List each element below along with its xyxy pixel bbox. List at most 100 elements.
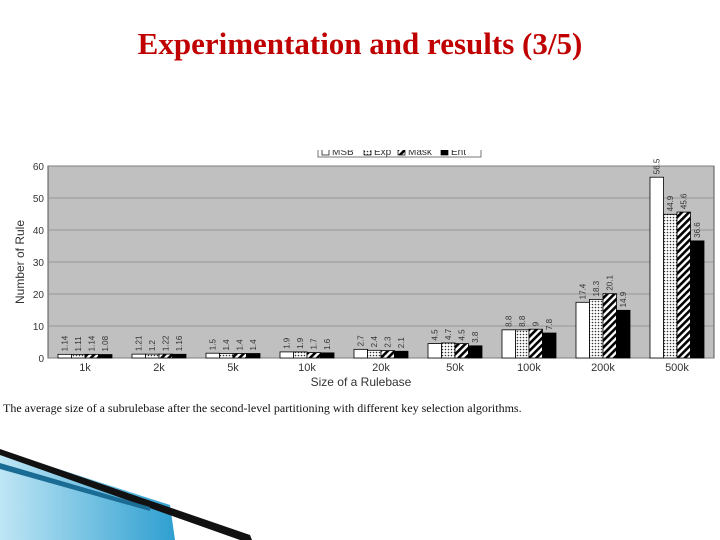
x-tick-label: 50k [446, 362, 464, 374]
bar-ent [690, 240, 705, 359]
y-tick-label: 10 [33, 322, 45, 333]
legend-label-mask: Mask [408, 150, 433, 158]
blue-wedge-shape [0, 450, 175, 540]
data-label: 4.7 [444, 328, 453, 340]
data-label: 4.5 [431, 329, 440, 341]
data-label: 14.9 [619, 291, 628, 307]
bar-chart: 0 10 20 30 40 50 60 Number of Rule 1.14 1.11 1.14 1… [13, 150, 715, 389]
slide-corner-decoration [0, 449, 252, 540]
data-label: 2.7 [357, 335, 366, 347]
y-tick-label: 20 [33, 290, 45, 301]
bar-mask [528, 328, 543, 359]
legend-swatch-mask [397, 150, 406, 156]
bar-exp [515, 329, 530, 359]
x-tick-label: 20k [372, 362, 390, 374]
bar-mask [676, 211, 691, 359]
data-label: 8.8 [505, 315, 514, 327]
data-label: 7.8 [545, 318, 554, 330]
data-label: 8.8 [518, 315, 527, 327]
data-label: 1.22 [162, 335, 171, 351]
bar-msb [57, 353, 72, 359]
figure-caption: The average size of a subrulebase after … [3, 401, 522, 415]
x-axis-label: Size of a Rulebase [311, 375, 412, 389]
dark-blue-stripe-shape [0, 463, 150, 511]
legend-label-msb: MSB [332, 150, 354, 158]
data-label: 1.08 [101, 335, 110, 351]
data-label: 1.14 [88, 335, 97, 351]
x-tick-label: 5k [227, 362, 239, 374]
data-label: 2.4 [370, 336, 379, 348]
data-label: 1.9 [296, 337, 305, 349]
data-label: 45.6 [680, 193, 689, 209]
bar-exp [441, 342, 456, 359]
x-tick-label: 100k [517, 362, 541, 374]
bar-mask [454, 343, 469, 359]
y-tick-label: 50 [33, 194, 45, 205]
data-label: 2.1 [397, 337, 406, 349]
x-tick-label: 500k [665, 362, 689, 374]
bar-mask [602, 293, 617, 359]
bar-mask [84, 353, 99, 359]
bar-exp [293, 351, 308, 359]
legend-label-exp: Exp [374, 150, 392, 158]
bar-ent [246, 353, 261, 359]
bar-msb [575, 301, 590, 359]
data-label: 4.5 [458, 329, 467, 341]
chart-legend: MSB Exp Mask Ent [317, 150, 482, 158]
data-label: 1.14 [61, 335, 70, 351]
data-label: 1.5 [209, 339, 218, 351]
data-label: 1.11 [74, 336, 83, 352]
bar-exp [589, 299, 604, 359]
data-label: 1.9 [283, 337, 292, 349]
bar-exp [219, 353, 234, 359]
data-label: 3.8 [471, 331, 480, 343]
bar-exp [367, 349, 382, 359]
x-tick-label: 1k [79, 362, 91, 374]
bar-msb [427, 343, 442, 359]
data-label: 18.3 [592, 280, 601, 296]
data-label: 1.16 [175, 335, 184, 351]
bar-ent [98, 354, 113, 359]
bar-ent [542, 332, 557, 359]
legend-label-ent: Ent [451, 150, 466, 158]
data-label: 1.4 [222, 339, 231, 351]
legend-swatch-ent [440, 150, 449, 156]
legend-swatch-exp [363, 150, 372, 156]
y-tick-label: 60 [33, 162, 45, 173]
x-tick-label: 10k [298, 362, 316, 374]
bar-ent [394, 350, 409, 359]
data-label: 1.7 [310, 338, 319, 350]
bar-ent [616, 309, 631, 359]
data-label: 36.6 [693, 222, 702, 238]
bar-exp [71, 354, 86, 359]
data-label: 1.21 [135, 335, 144, 351]
x-tick-label: 2k [153, 362, 165, 374]
bar-msb [353, 348, 368, 359]
y-axis-label: Number of Rule [13, 220, 27, 304]
data-label: 2.3 [384, 336, 393, 348]
bar-ent [172, 353, 187, 359]
data-label: 56.5 [653, 158, 662, 174]
bar-mask [232, 353, 247, 359]
bar-mask [380, 350, 395, 359]
bar-ent [320, 352, 335, 359]
bar-msb [501, 329, 516, 359]
data-label: 1.2 [148, 339, 157, 351]
x-tick-label: 200k [591, 362, 615, 374]
data-label: 17.4 [579, 283, 588, 299]
y-tick-label: 40 [33, 226, 45, 237]
bar-mask [158, 353, 173, 359]
data-label: 1.4 [249, 339, 258, 351]
data-label: 20.1 [606, 275, 615, 291]
black-stripe-shape [0, 449, 252, 540]
y-tick-label: 0 [38, 354, 44, 365]
data-label: 1.4 [236, 339, 245, 351]
data-label: 9 [532, 321, 541, 326]
y-tick-label: 30 [33, 258, 45, 269]
bar-mask [306, 352, 321, 359]
bar-msb [131, 353, 146, 359]
bar-exp [663, 213, 678, 359]
bar-exp [145, 353, 160, 359]
data-label: 1.6 [323, 338, 332, 350]
bar-ent [468, 345, 483, 359]
